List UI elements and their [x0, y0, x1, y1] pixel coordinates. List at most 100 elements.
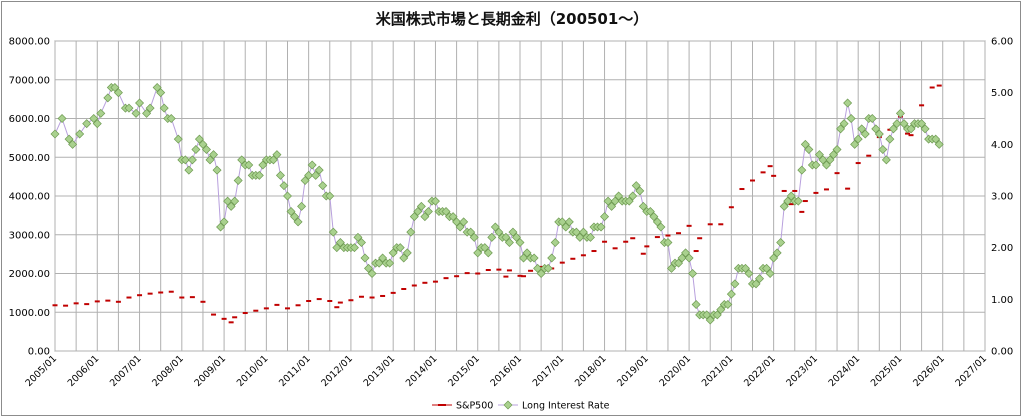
x-tick-label: 2007/01 [108, 353, 144, 389]
interest-rate-point [219, 217, 229, 227]
interest-rate-point [406, 227, 416, 237]
interest-rate-point [490, 222, 500, 232]
legend-layer: S&P500 Long Interest Rate [432, 401, 610, 412]
interest-rate-point [762, 263, 772, 273]
interest-rate-point [452, 217, 462, 227]
interest-rate-point [201, 145, 211, 154]
interest-rate-point [223, 196, 233, 206]
interest-rate-point [413, 207, 423, 216]
interest-rate-point [811, 160, 821, 170]
interest-rate-point [335, 238, 345, 247]
y-right-tick-label: 6.00 [991, 37, 1013, 48]
interest-rate-point [832, 145, 842, 154]
interest-rate-point [628, 191, 638, 201]
interest-rate-point [388, 248, 398, 258]
interest-rate-point [814, 150, 824, 160]
x-tick-label: 2013/01 [362, 353, 398, 389]
interest-rate-point [420, 212, 430, 222]
interest-rate-point [279, 181, 289, 191]
interest-rate-point [353, 232, 363, 242]
interest-rate-point [416, 201, 426, 211]
interest-rate-point [124, 103, 134, 113]
interest-rate-point [860, 129, 870, 139]
interest-rate-point [113, 88, 123, 98]
interest-rate-point [906, 124, 916, 134]
interest-rate-point [57, 114, 67, 123]
interest-rate-point [839, 119, 849, 129]
x-tick-label: 2006/01 [66, 353, 102, 389]
interest-rate-point [635, 186, 645, 196]
interest-rate-point [212, 165, 222, 175]
interest-rate-point [92, 119, 102, 129]
interest-rate-point [180, 155, 190, 165]
interest-rate-point [892, 119, 902, 129]
y-left-tick-label: 5000.00 [9, 153, 50, 164]
x-tick-label: 2016/01 [488, 353, 524, 389]
interest-rate-point [663, 238, 673, 247]
interest-rate-point [300, 176, 310, 185]
interest-rate-point [318, 181, 328, 191]
interest-rate-point [931, 134, 941, 144]
y-left-tick-label: 2000.00 [9, 269, 50, 280]
interest-rate-point [571, 227, 581, 237]
interest-rate-point [688, 269, 698, 278]
interest-rate-point [783, 196, 793, 206]
interest-rate-point [103, 93, 113, 103]
interest-rate-point [159, 103, 169, 113]
interest-rate-point [522, 248, 532, 258]
interest-rate-point [755, 274, 765, 284]
interest-rate-point [776, 238, 786, 247]
interest-rate-point [564, 217, 574, 227]
x-tick-label: 2012/01 [319, 353, 355, 389]
x-tick-label: 2018/01 [573, 353, 609, 389]
interest-rate-point [836, 124, 846, 134]
interest-rate-point [237, 155, 247, 165]
interest-rate-point [254, 170, 264, 180]
interest-rate-point [311, 170, 321, 180]
interest-rate-point [216, 222, 226, 232]
interest-rate-point [233, 176, 243, 185]
interest-rate-point [399, 253, 409, 263]
interest-rate-point [166, 114, 176, 123]
interest-rate-point [656, 222, 666, 232]
interest-rate-point [885, 134, 895, 144]
interest-rate-point [857, 124, 867, 134]
interest-rate-point [275, 170, 285, 180]
x-tick-label: 2011/01 [277, 353, 313, 389]
interest-rate-point [705, 315, 715, 325]
interest-rate-point [194, 134, 204, 144]
x-tick-label: 2022/01 [742, 353, 778, 389]
interest-rate-point [674, 258, 684, 268]
interest-rate-point [64, 134, 74, 144]
interest-rate-point [691, 300, 701, 309]
x-tick-label: 2008/01 [150, 353, 186, 389]
interest-rate-point [712, 310, 722, 320]
interest-rate-point [244, 160, 254, 170]
interest-rate-point [829, 150, 839, 160]
interest-rate-point [297, 201, 307, 211]
interest-rate-point [110, 83, 120, 92]
interest-rate-point [786, 191, 796, 201]
y-left-tick-label: 7000.00 [9, 75, 50, 86]
y-left-tick-label: 3000.00 [9, 230, 50, 241]
interest-rate-point [187, 155, 197, 165]
interest-rate-point [821, 160, 831, 170]
interest-rate-point [804, 145, 814, 154]
x-tick-label: 2015/01 [446, 353, 482, 389]
y-left-tick-label: 1000.00 [9, 308, 50, 319]
interest-rate-point [846, 114, 856, 123]
interest-rate-point [191, 145, 201, 154]
interest-rate-point [920, 124, 930, 134]
interest-rate-point [430, 196, 440, 206]
interest-rate-point [487, 232, 497, 242]
x-tick-label: 2019/01 [615, 353, 651, 389]
interest-rate-point [684, 253, 694, 263]
interest-rate-point [843, 98, 853, 108]
interest-rate-point [723, 300, 733, 309]
interest-rate-point [448, 212, 458, 222]
interest-rate-point [800, 139, 810, 149]
interest-rate-point [624, 196, 634, 206]
interest-rate-point [96, 108, 106, 118]
interest-rate-point [536, 269, 546, 278]
interest-rate-point [610, 196, 620, 206]
